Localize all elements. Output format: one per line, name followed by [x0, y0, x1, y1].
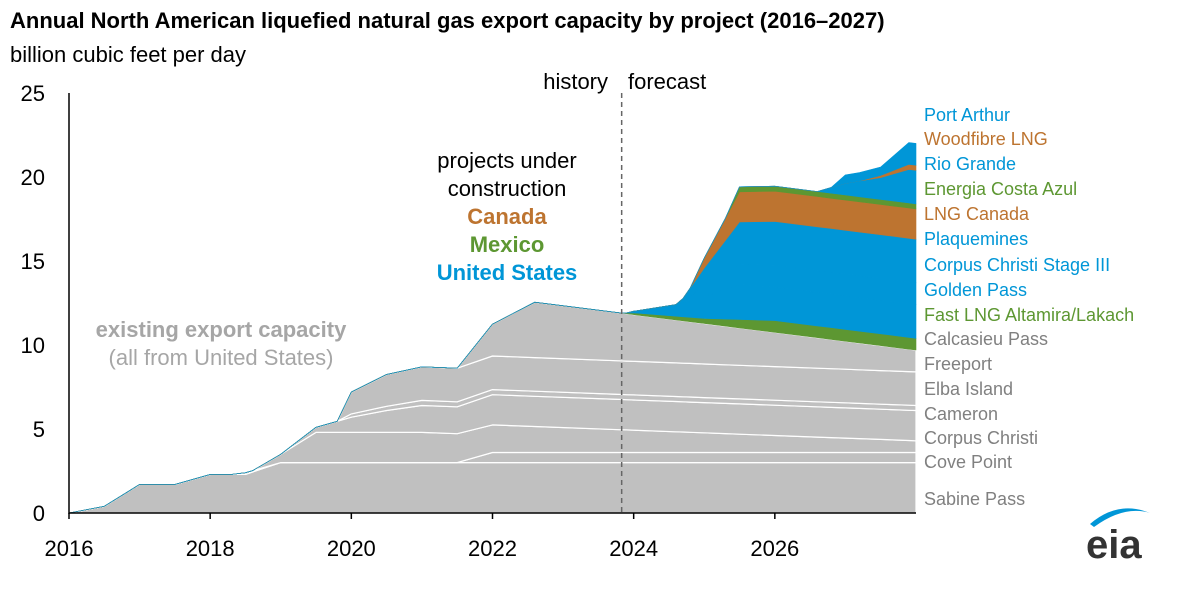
series-label-freeport: Freeport: [924, 354, 992, 374]
series-label-sabine-pass: Sabine Pass: [924, 489, 1025, 509]
area-series-group: [68, 142, 917, 514]
series-label-rio-grande: Rio Grande: [924, 154, 1016, 174]
x-tick-label: 2018: [186, 536, 235, 561]
x-tick-label: 2016: [45, 536, 94, 561]
eia-logo-text: eia: [1086, 523, 1142, 567]
existing-annotation-line1: existing export capacity: [96, 317, 347, 342]
chart-title: Annual North American liquefied natural …: [10, 8, 885, 33]
series-label-energia-costa-azul: Energia Costa Azul: [924, 179, 1077, 199]
series-label-corpus-christi-stage-iii: Corpus Christi Stage III: [924, 255, 1110, 275]
projects-annotation-united-states: United States: [437, 260, 578, 285]
series-label-cove-point: Cove Point: [924, 452, 1012, 472]
chart-subtitle: billion cubic feet per day: [10, 42, 247, 67]
annotations-group: history forecast projects under construc…: [96, 69, 707, 370]
projects-annotation-mexico: Mexico: [470, 232, 545, 257]
eia-logo-swoosh: [1090, 508, 1150, 527]
axes-group: 0 5 10 15 20 25 2016 2018 2020 2022 2024 2026: [21, 81, 916, 561]
existing-annotation-line2: (all from United States): [109, 345, 334, 370]
projects-annotation-line2: construction: [448, 176, 567, 201]
series-label-elba-island: Elba Island: [924, 379, 1013, 399]
x-tick-label: 2024: [609, 536, 658, 561]
y-tick-label: 5: [33, 417, 45, 442]
eia-logo: eia: [1086, 508, 1150, 567]
x-tick-label: 2020: [327, 536, 376, 561]
series-label-plaquemines: Plaquemines: [924, 229, 1028, 249]
series-label-woodfibre-lng: Woodfibre LNG: [924, 129, 1048, 149]
y-tick-label: 15: [21, 249, 45, 274]
y-tick-label: 25: [21, 81, 45, 106]
series-label-calcasieu-pass: Calcasieu Pass: [924, 329, 1048, 349]
x-tick-label: 2022: [468, 536, 517, 561]
y-tick-label: 20: [21, 165, 45, 190]
series-label-golden-pass: Golden Pass: [924, 280, 1027, 300]
series-label-corpus-christi: Corpus Christi: [924, 428, 1038, 448]
forecast-label: forecast: [628, 69, 706, 94]
y-tick-label: 10: [21, 333, 45, 358]
history-label: history: [543, 69, 608, 94]
area-sabine-pass: [68, 462, 917, 514]
y-tick-label: 0: [33, 501, 45, 526]
area-port-arthur: [68, 142, 917, 514]
projects-annotation-canada: Canada: [467, 204, 547, 229]
series-label-port-arthur: Port Arthur: [924, 105, 1010, 125]
x-tick-label: 2026: [750, 536, 799, 561]
series-label-cameron: Cameron: [924, 404, 998, 424]
series-label-lng-canada: LNG Canada: [924, 204, 1030, 224]
series-label-fast-lng-altamira-lakach: Fast LNG Altamira/Lakach: [924, 305, 1134, 325]
series-labels-group: Port Arthur Woodfibre LNG Rio Grande Energi…: [924, 105, 1134, 509]
projects-annotation-line1: projects under: [437, 148, 576, 173]
